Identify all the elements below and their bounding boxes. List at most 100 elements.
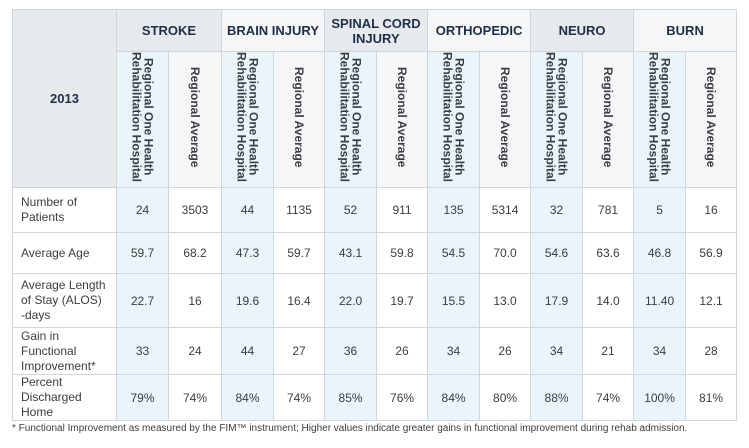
table-cell: 59.7 <box>273 232 326 274</box>
table-row: Percent Discharged Home 79% 74% 84% 74% 85% 76… <box>12 374 738 421</box>
table-cell: 11.40 <box>633 273 687 328</box>
category-brain-injury-header: BRAIN INJURY <box>221 9 326 52</box>
table-cell: 5314 <box>479 187 532 233</box>
subheader-average-label: Regional Average <box>292 66 307 168</box>
table-cell: 33 <box>116 327 169 375</box>
table-cell: 15.5 <box>427 273 481 328</box>
subheader-stroke-average: Regional Average <box>167 51 223 188</box>
table-cell: 19.7 <box>376 273 429 328</box>
subheader-brain-injury-hospital: Regional One Health Rehabilitation Hospi… <box>221 51 275 188</box>
subheader-average-label: Regional Average <box>395 66 410 168</box>
table-cell: 13.0 <box>479 273 532 328</box>
table-cell: 74% <box>582 374 635 421</box>
table-cell: 32 <box>530 187 584 233</box>
table-cell: 84% <box>427 374 481 421</box>
table-cell: 135 <box>427 187 481 233</box>
subheader-spinal-cord-injury-average: Regional Average <box>376 51 429 188</box>
table-cell: 74% <box>167 374 223 421</box>
table-cell: 85% <box>324 374 378 421</box>
table-cell: 80% <box>479 374 532 421</box>
table-cell: 28 <box>685 327 738 375</box>
table-cell: 24 <box>116 187 169 233</box>
table-cell: 70.0 <box>479 232 532 274</box>
table-cell: 63.6 <box>582 232 635 274</box>
subheader-average-label: Regional Average <box>601 66 616 168</box>
table-cell: 27 <box>273 327 326 375</box>
subheader-burn-average: Regional Average <box>685 51 738 188</box>
table-row: Average Age 59.7 68.2 47.3 59.7 43.1 59.8 54.5 7… <box>12 232 738 274</box>
table-row: Average Length of Stay (ALOS) -days 22.7 1… <box>12 273 738 328</box>
table-cell: 44 <box>221 187 275 233</box>
table-cell: 59.7 <box>116 232 169 274</box>
table-cell: 100% <box>633 374 687 421</box>
table-cell: 24 <box>167 327 223 375</box>
table-cell: 781 <box>582 187 635 233</box>
table-cell: 17.9 <box>530 273 584 328</box>
table-cell: 79% <box>116 374 169 421</box>
table-cell: 1135 <box>273 187 326 233</box>
subheader-spinal-cord-injury-hospital: Regional One Health Rehabilitation Hospi… <box>324 51 378 188</box>
subheader-hospital-label: Regional One Health Rehabilitation Hospi… <box>646 52 673 183</box>
subheader-hospital-label: Regional One Health Rehabilitation Hospi… <box>440 52 467 183</box>
table-cell: 34 <box>633 327 687 375</box>
table-cell: 5 <box>633 187 687 233</box>
table-cell: 54.6 <box>530 232 584 274</box>
table-cell: 88% <box>530 374 584 421</box>
row-label: Average Age <box>12 232 117 274</box>
table-cell: 12.1 <box>685 273 738 328</box>
subheader-stroke-hospital: Regional One Health Rehabilitation Hospi… <box>116 51 169 188</box>
table-cell: 59.8 <box>376 232 429 274</box>
subheader-hospital-label: Regional One Health Rehabilitation Hospi… <box>543 52 570 183</box>
table-cell: 74% <box>273 374 326 421</box>
table-cell: 46.8 <box>633 232 687 274</box>
table-cell: 3503 <box>167 187 223 233</box>
subheader-hospital-label: Regional One Health Rehabilitation Hospi… <box>337 52 364 183</box>
table-cell: 47.3 <box>221 232 275 274</box>
table-cell: 21 <box>582 327 635 375</box>
table-cell: 22.0 <box>324 273 378 328</box>
table-cell: 84% <box>221 374 275 421</box>
category-orthopedic-header: ORTHOPEDIC <box>427 9 532 52</box>
category-neuro-header: NEURO <box>530 9 635 52</box>
table-cell: 22.7 <box>116 273 169 328</box>
table-cell: 81% <box>685 374 738 421</box>
table-cell: 14.0 <box>582 273 635 328</box>
table-cell: 76% <box>376 374 429 421</box>
table-cell: 44 <box>221 327 275 375</box>
category-spinal-cord-injury-header: SPINAL CORD INJURY <box>324 9 429 52</box>
table-cell: 16.4 <box>273 273 326 328</box>
year-header: 2013 <box>12 9 117 188</box>
subheader-brain-injury-average: Regional Average <box>273 51 326 188</box>
table-cell: 16 <box>167 273 223 328</box>
subheader-orthopedic-hospital: Regional One Health Rehabilitation Hospi… <box>427 51 481 188</box>
subheader-burn-hospital: Regional One Health Rehabilitation Hospi… <box>633 51 687 188</box>
table-cell: 52 <box>324 187 378 233</box>
category-burn-header: BURN <box>633 9 738 52</box>
subheader-hospital-label: Regional One Health Rehabilitation Hospi… <box>234 52 261 183</box>
row-label: Number of Patients <box>12 187 117 233</box>
row-label: Percent Discharged Home <box>12 374 117 421</box>
table-cell: 26 <box>376 327 429 375</box>
table-cell: 34 <box>530 327 584 375</box>
subheader-average-label: Regional Average <box>188 66 202 168</box>
table-cell: 68.2 <box>167 232 223 274</box>
table-cell: 911 <box>376 187 429 233</box>
table-row: Number of Patients 24 3503 44 1135 52 911 135 53… <box>12 187 738 233</box>
subheader-hospital-label: Regional One Health Rehabilitation Hospi… <box>129 52 156 183</box>
table-row: Gain in Functional Improvement* 33 24 44 27 3… <box>12 327 738 375</box>
subheader-neuro-average: Regional Average <box>582 51 635 188</box>
table-cell: 16 <box>685 187 738 233</box>
footnote: * Functional Improvement as measured by … <box>12 423 688 434</box>
subheader-average-label: Regional Average <box>498 66 513 168</box>
category-stroke-header: STROKE <box>115 9 223 52</box>
table-cell: 54.5 <box>427 232 481 274</box>
subheader-average-label: Regional Average <box>704 66 719 168</box>
subheader-neuro-hospital: Regional One Health Rehabilitation Hospi… <box>530 51 584 188</box>
row-label: Average Length of Stay (ALOS) -days <box>12 273 117 328</box>
row-label: Gain in Functional Improvement* <box>12 327 117 375</box>
subheader-orthopedic-average: Regional Average <box>479 51 532 188</box>
table-cell: 19.6 <box>221 273 275 328</box>
table-cell: 43.1 <box>324 232 378 274</box>
outcomes-table: 2013 STROKE BRAIN INJURY SPINAL CORD INJ… <box>12 9 738 421</box>
table-cell: 34 <box>427 327 481 375</box>
